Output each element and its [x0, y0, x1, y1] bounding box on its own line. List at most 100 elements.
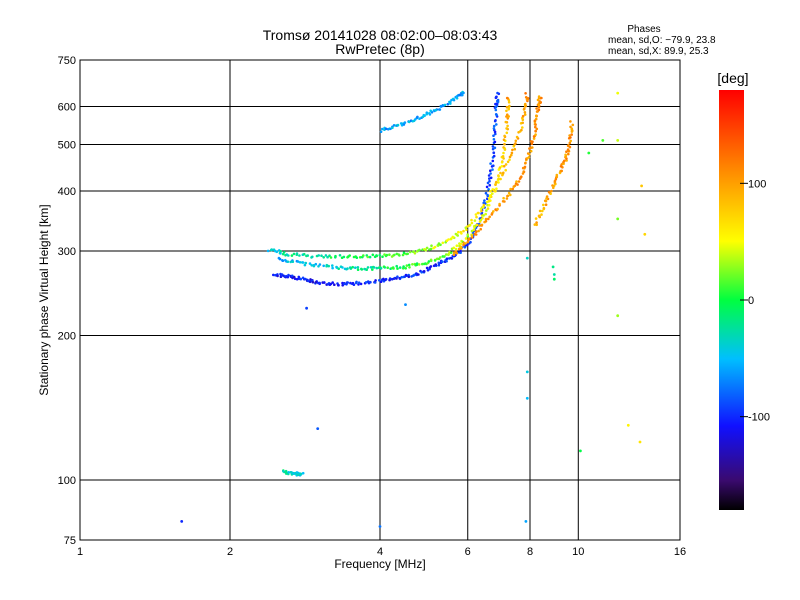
data-point: [643, 232, 647, 236]
data-point: [292, 252, 296, 256]
data-point: [482, 201, 486, 205]
data-point: [447, 238, 450, 241]
data-point: [441, 260, 444, 264]
phases-o-line: mean, sd,O: −79.9, 23.8: [608, 35, 716, 46]
data-point: [404, 273, 408, 277]
data-point: [535, 110, 539, 113]
phases-label: Phases: [627, 24, 660, 35]
data-point: [465, 228, 468, 232]
data-point: [502, 138, 506, 141]
data-point: [282, 251, 286, 254]
data-point: [293, 277, 297, 281]
data-point: [529, 149, 533, 153]
data-point: [320, 254, 323, 257]
data-point: [484, 191, 488, 195]
y-tick-labels: 75 100 200 300 400 500 600 750: [58, 55, 76, 547]
data-point: [513, 147, 517, 151]
data-point: [470, 221, 474, 225]
data-point: [535, 107, 538, 110]
data-point: [491, 159, 495, 163]
data-point: [638, 440, 642, 444]
data-point: [481, 217, 484, 220]
data-point: [333, 283, 336, 287]
data-point: [272, 273, 275, 277]
data-point: [452, 246, 456, 250]
data-point: [282, 470, 285, 473]
data-point: [492, 164, 495, 167]
data-point: [346, 267, 349, 270]
data-point: [502, 164, 506, 168]
data-point: [455, 244, 459, 247]
data-point: [478, 224, 482, 227]
data-point: [499, 171, 502, 175]
data-point: [509, 193, 512, 197]
data-point: [466, 243, 469, 247]
data-point: [480, 223, 484, 227]
data-point: [545, 195, 549, 198]
data-point: [338, 254, 342, 257]
data-point: [525, 370, 529, 374]
data-point: [406, 252, 410, 256]
data-point: [510, 151, 514, 155]
data-point: [417, 273, 420, 276]
data-point: [381, 255, 384, 258]
data-point: [485, 209, 488, 212]
data-point: [569, 120, 572, 123]
data-point: [547, 190, 551, 194]
data-point: [474, 213, 478, 216]
data-point: [462, 229, 465, 233]
data-point: [501, 155, 505, 158]
data-point: [534, 133, 537, 136]
data-point: [491, 188, 495, 191]
data-point: [537, 95, 541, 98]
data-point: [552, 186, 555, 190]
data-point: [308, 280, 312, 284]
data-point: [494, 108, 498, 112]
data-point: [404, 267, 408, 270]
data-point: [552, 277, 556, 281]
data-point: [396, 123, 400, 127]
data-point: [462, 91, 465, 95]
data-point: [393, 253, 396, 257]
data-point: [459, 230, 463, 234]
data-point: [407, 275, 411, 279]
data-point: [521, 121, 524, 125]
x-axis-label: Frequency [MHz]: [334, 557, 425, 571]
data-point: [510, 153, 513, 157]
data-point: [487, 197, 491, 200]
data-point: [470, 234, 474, 238]
data-point: [372, 266, 376, 269]
data-point: [270, 248, 274, 251]
data-point: [445, 257, 449, 261]
data-point: [491, 147, 495, 151]
data-point: [542, 206, 546, 210]
data-point: [495, 187, 498, 190]
data-point: [180, 520, 184, 523]
data-point: [304, 261, 308, 265]
data-point: [287, 254, 290, 257]
data-point: [408, 266, 411, 269]
data-point: [290, 254, 294, 257]
data-point: [472, 228, 476, 232]
data-point: [511, 148, 514, 152]
data-point: [520, 175, 523, 178]
data-point: [505, 131, 509, 135]
data-point: [284, 254, 287, 257]
data-point: [506, 160, 510, 164]
data-point: [318, 281, 321, 285]
data-point: [506, 113, 509, 116]
data-point: [411, 263, 414, 266]
data-point: [534, 123, 537, 126]
data-point: [484, 219, 488, 223]
data-point: [278, 257, 282, 261]
y-axis-label: Stationary phase Virtual Height [km]: [37, 204, 51, 395]
data-point: [352, 283, 356, 287]
data-point: [316, 427, 320, 430]
data-point: [531, 140, 534, 143]
data-point: [568, 134, 571, 137]
data-point: [398, 254, 401, 257]
data-point: [506, 194, 509, 198]
data-point: [456, 234, 460, 237]
data-point: [311, 280, 315, 284]
data-point: [356, 266, 360, 269]
